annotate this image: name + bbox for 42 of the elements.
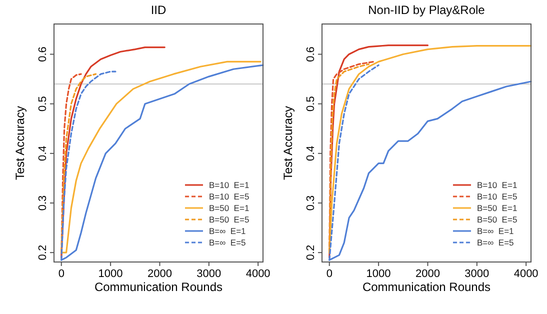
x-tick-label: 1000 [98,268,123,280]
x-tick-label: 0 [58,268,64,280]
legend-label: B=∞ E=5 [477,238,514,248]
y-tick-label: 0.5 [305,96,317,112]
legend-label: B=10 E=1 [209,180,250,190]
x-tick-label: 4000 [246,268,270,280]
x-tick-label: 1000 [366,268,391,280]
legend-label: B=10 E=1 [477,180,518,190]
line-series [60,46,166,258]
y-tick-label: 0.4 [305,146,317,162]
y-tick-label: 0.2 [305,244,317,260]
x-axis-title: Communication Rounds [362,280,491,294]
x-tick-label: 0 [326,268,332,280]
legend-label: B=∞ E=1 [477,226,514,236]
legend-label: B=50 E=5 [209,214,250,224]
chart-title: Non-IID by Play&Role [368,3,486,17]
legend-label: B=50 E=1 [209,203,250,213]
y-axis-title: Test Accuracy [13,106,27,180]
legend-label: B=10 E=5 [477,192,518,202]
legend-label: B=∞ E=5 [209,238,246,248]
x-tick-label: 2000 [415,268,440,280]
legend-label: B=∞ E=1 [209,226,246,236]
line-series [60,73,82,258]
y-tick-label: 0.6 [305,46,317,62]
y-axis-title: Test Accuracy [281,106,295,180]
legend-label: B=50 E=1 [477,203,518,213]
line-series [60,73,97,254]
legend-label: B=50 E=5 [477,214,518,224]
line-series [328,44,429,258]
y-tick-label: 0.4 [37,146,49,162]
x-axis-title: Communication Rounds [94,280,223,294]
legend-label: B=10 E=5 [209,192,250,202]
y-tick-label: 0.2 [37,244,49,260]
y-tick-label: 0.6 [37,46,49,62]
y-tick-label: 0.3 [305,195,317,211]
y-tick-label: 0.3 [37,195,49,211]
chart-title: IID [150,3,166,17]
x-tick-label: 2000 [147,268,172,280]
x-tick-label: 4000 [514,268,538,280]
x-tick-label: 3000 [196,268,222,280]
x-tick-label: 3000 [464,268,490,280]
y-tick-label: 0.5 [37,96,49,112]
